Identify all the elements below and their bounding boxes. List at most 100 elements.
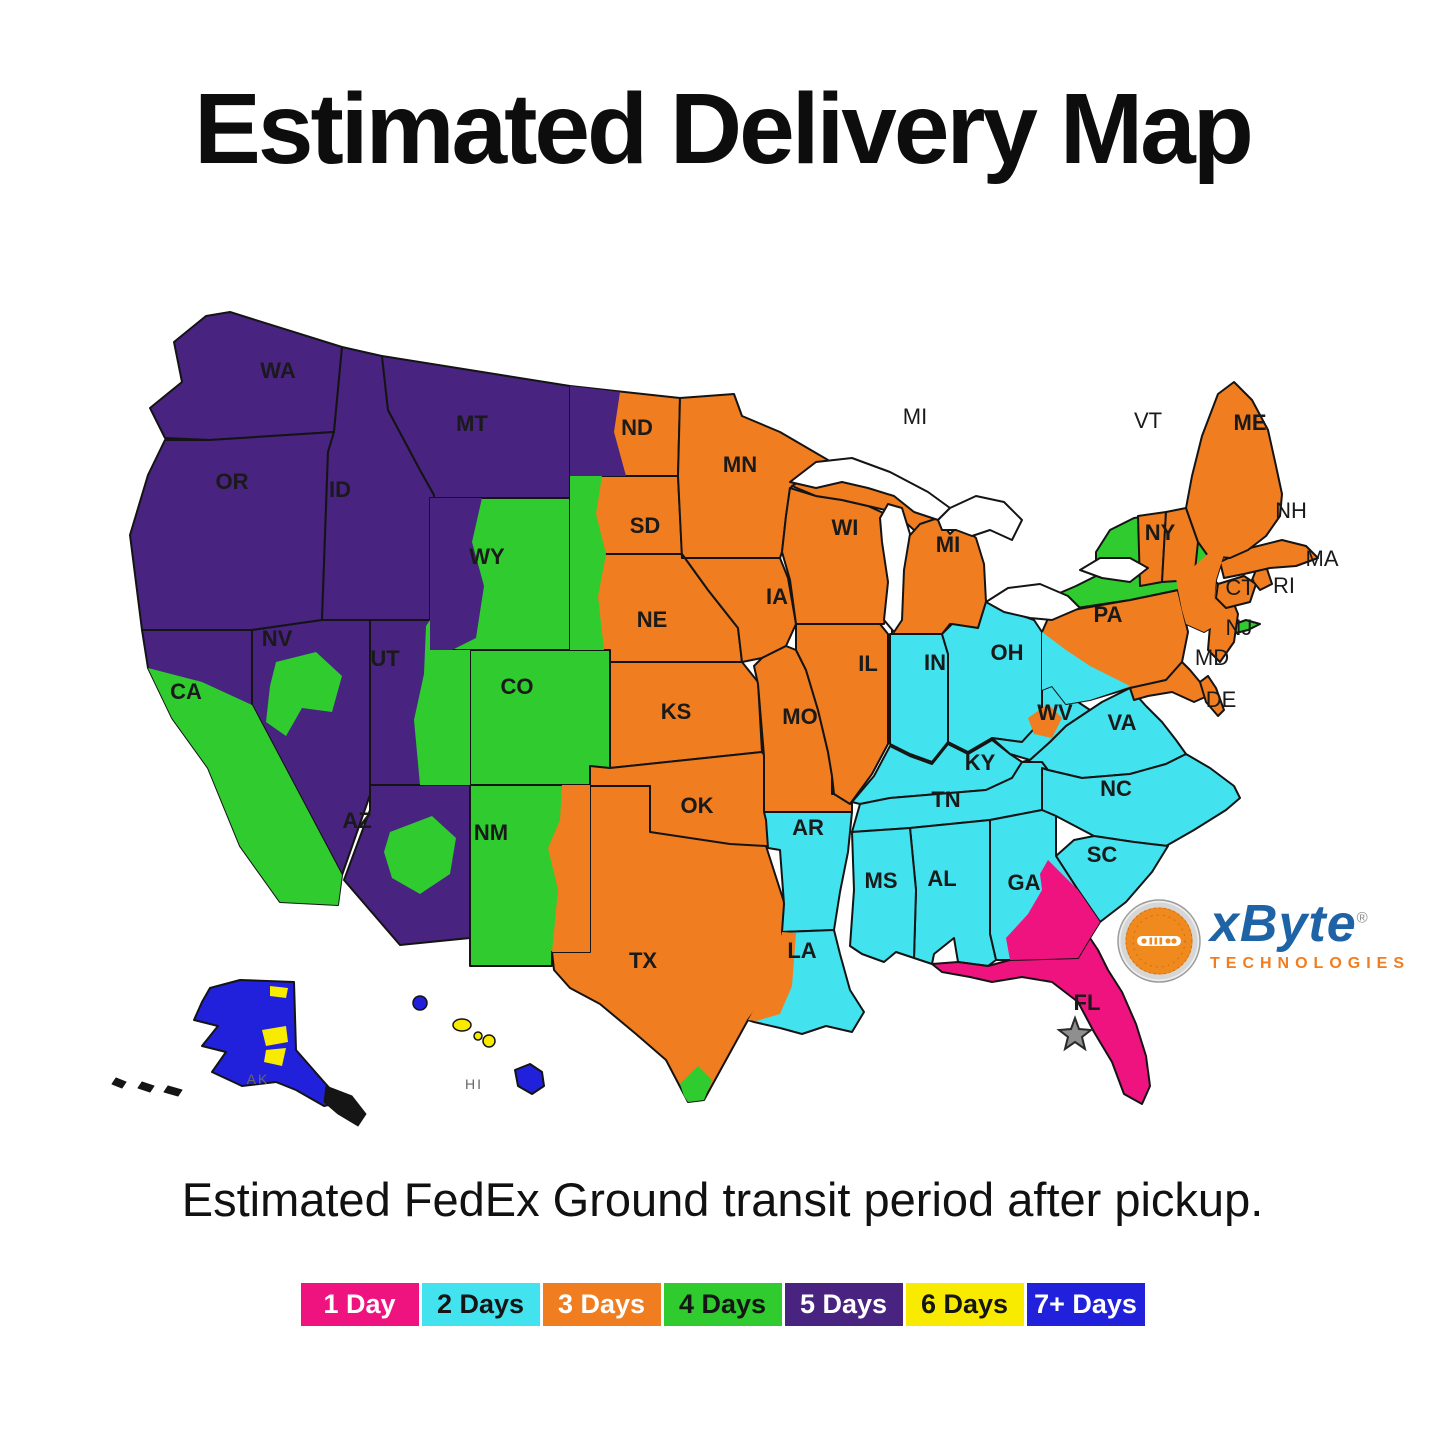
zone-patch-ut-0 [414, 620, 470, 785]
state-label-mi: MI [936, 532, 960, 557]
state-label-ct: CT [1225, 575, 1254, 600]
state-al [909, 819, 997, 967]
zone-patch-sd-0 [570, 476, 606, 554]
great-lake-4 [985, 583, 1081, 621]
zone-patch-nm-0 [548, 785, 590, 952]
state-label-hi: HI [465, 1076, 483, 1092]
state-label-tx: TX [629, 948, 657, 973]
legend-item-4-days: 4 Days [663, 1283, 782, 1326]
great-lake-3 [937, 495, 1023, 541]
zone-patch-wv-0 [1028, 704, 1062, 738]
state-label-ar: AR [792, 815, 824, 840]
state-tx [551, 785, 823, 1103]
legend-item-3-days: 3 Days [542, 1283, 661, 1326]
zone-patch-ga-0 [1006, 860, 1100, 960]
state-oh [941, 601, 1043, 753]
state-label-or: OR [216, 469, 249, 494]
state-label-co: CO [501, 674, 534, 699]
state-sc [1055, 835, 1169, 923]
state-nc [1041, 753, 1241, 847]
state-label-az: AZ [342, 808, 371, 833]
state-label-wa: WA [260, 358, 296, 383]
state-me [1185, 381, 1283, 559]
us-delivery-map: WA OR CA NV ID MT UT AZ WY CO NM NY ND SD NE KS OK TX MN IA… [90, 290, 1350, 1150]
zone-patch-nv-0 [266, 652, 342, 736]
legend-item-2-days: 2 Days [421, 1283, 540, 1326]
state-label-al: AL [927, 866, 956, 891]
state-label-la: LA [787, 938, 816, 963]
legend-item-6-days: 6 Days [905, 1283, 1024, 1326]
state-label-il: IL [858, 651, 878, 676]
island-maui [482, 1034, 496, 1048]
state-label-vt: VT [1134, 408, 1162, 433]
alaska-archipelago-4 [163, 1085, 183, 1097]
map-caption: Estimated FedEx Ground transit period af… [181, 1173, 1264, 1226]
state-label-mt: MT [456, 411, 488, 436]
island-oahu [452, 1018, 472, 1032]
great-lake-2 [879, 503, 911, 633]
state-co [469, 649, 611, 786]
legend-item-7-days: 7+ Days [1026, 1283, 1145, 1326]
state-label-ak: AK [247, 1071, 270, 1087]
state-label-nm: NM [474, 820, 508, 845]
state-label-wv: WV [1037, 700, 1073, 725]
xbyte-logo: xByte® TECHNOLOGIES [1116, 898, 1410, 984]
state-hi [514, 1063, 545, 1095]
state-label-nh: NH [1275, 498, 1307, 523]
legend-item-1-day: 1 Day [300, 1283, 419, 1326]
origin-star-icon [1056, 1015, 1094, 1052]
state-label-ne: NE [637, 607, 668, 632]
state-label-in: IN [924, 650, 946, 675]
state-ma [1219, 539, 1319, 579]
state-label-me: ME [1234, 410, 1267, 435]
state-fl [931, 937, 1151, 1105]
state-label-oh: OH [991, 640, 1024, 665]
state-label-nd: ND [621, 415, 653, 440]
island-molokai [473, 1031, 483, 1041]
extra-label-mi-0: MI [903, 404, 927, 429]
state-label-nj: NJ [1226, 615, 1253, 640]
state-de [1199, 675, 1225, 717]
state-label-ny: NY [1145, 520, 1176, 545]
state-label-wy: WY [469, 544, 505, 569]
state-va [1021, 687, 1187, 779]
legend-item-5-days: 5 Days [784, 1283, 903, 1326]
zone-patch-nd-0 [570, 386, 626, 476]
zone-patch-ca-0 [148, 668, 342, 905]
zone-patch-pa-0 [1042, 632, 1130, 704]
state-label-pa: PA [1094, 602, 1123, 627]
island-kauai [412, 995, 428, 1011]
page-title: Estimated Delivery Map [194, 73, 1254, 185]
state-il [795, 623, 889, 805]
state-label-ca: CA [170, 679, 202, 704]
alaska-archipelago-1 [323, 1085, 367, 1127]
state-label-ia: IA [766, 584, 788, 609]
state-ct [1215, 575, 1257, 609]
state-label-ma: MA [1306, 546, 1339, 571]
state-label-ms: MS [865, 868, 898, 893]
state-ms [849, 827, 917, 963]
state-label-ok: OK [681, 793, 714, 818]
xbyte-tagline: TECHNOLOGIES [1210, 955, 1411, 972]
registered-mark: ® [1356, 909, 1369, 927]
zone-patch-ak-0 [262, 1026, 288, 1046]
state-label-tn: TN [931, 787, 960, 812]
zone-patch-ak-2 [270, 986, 288, 998]
state-label-va: VA [1108, 710, 1137, 735]
state-label-nc: NC [1100, 776, 1132, 801]
zone-patch-tx-0 [680, 1066, 712, 1102]
state-label-sd: SD [630, 513, 661, 538]
state-or [129, 431, 335, 631]
state-label-wi: WI [832, 515, 859, 540]
xbyte-logo-icon [1117, 899, 1201, 983]
state-wa [149, 311, 343, 441]
state-label-sc: SC [1087, 842, 1118, 867]
state-label-ks: KS [661, 699, 692, 724]
zone-patch-wy-0 [430, 498, 484, 650]
state-label-mn: MN [723, 452, 757, 477]
state-label-ky: KY [965, 750, 996, 775]
state-label-ri: RI [1273, 573, 1295, 598]
zone-patch-az-0 [384, 816, 456, 894]
state-label-fl: FL [1074, 990, 1101, 1015]
